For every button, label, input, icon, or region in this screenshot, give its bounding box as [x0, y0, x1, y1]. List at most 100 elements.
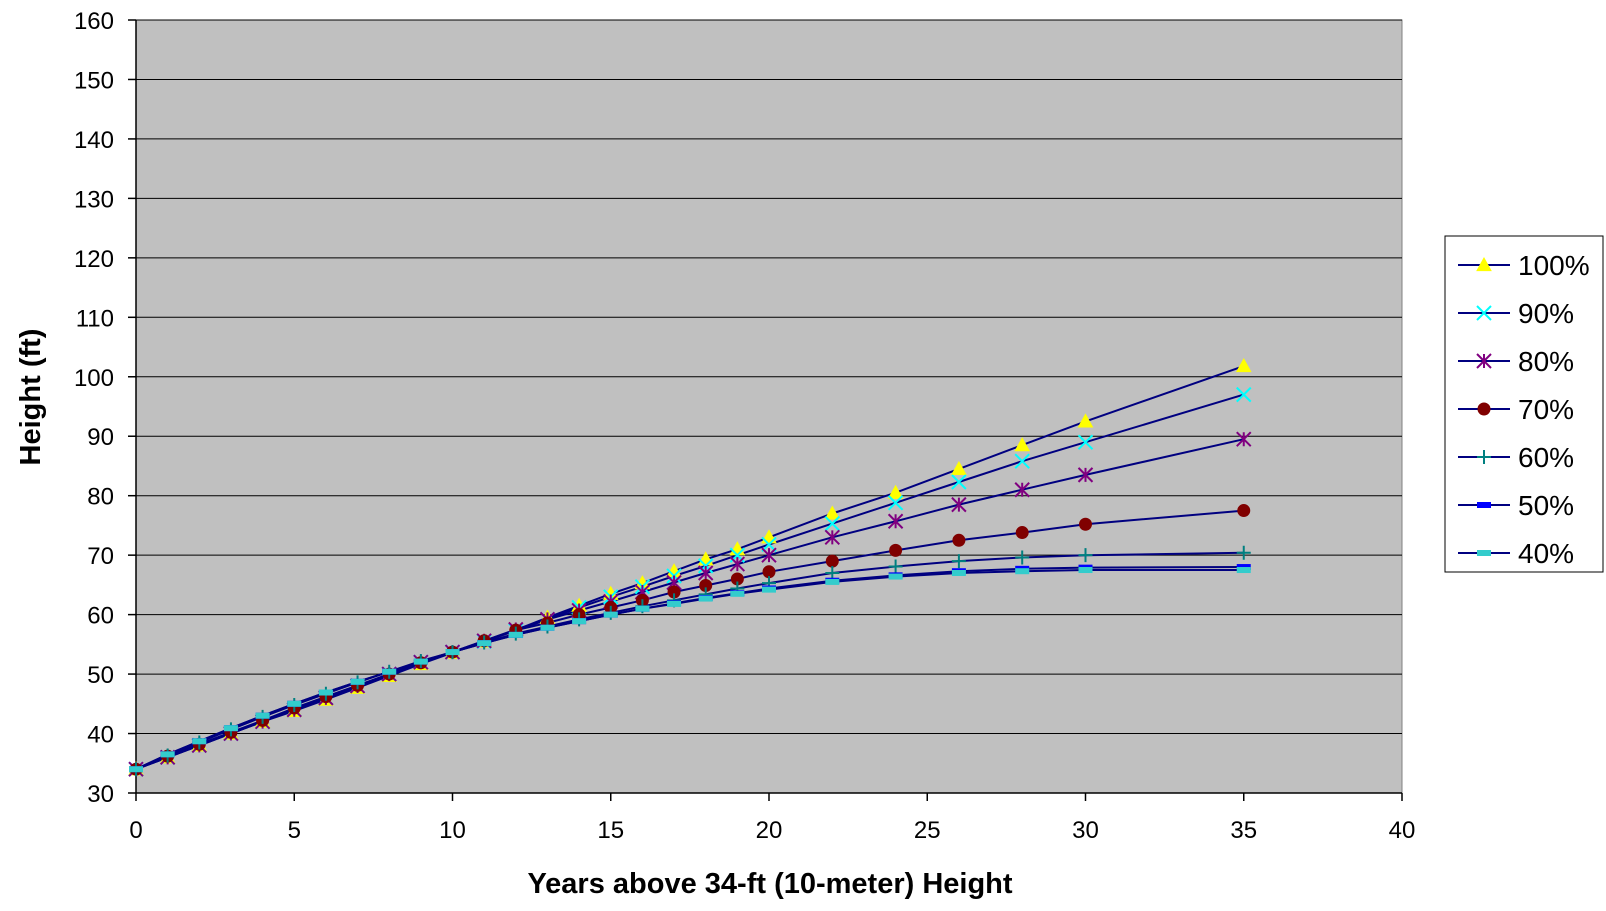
data-point [825, 554, 839, 568]
legend-label: 70% [1518, 394, 1574, 425]
data-point [1077, 413, 1094, 428]
x-axis-title: Years above 34-ft (10-meter) Height [527, 868, 1012, 900]
legend-item: 50% [1458, 490, 1574, 521]
data-point [761, 547, 777, 563]
data-point [697, 558, 714, 574]
data-point [1079, 517, 1092, 531]
data-point [825, 565, 840, 580]
data-point [824, 529, 841, 546]
data-point [318, 689, 333, 696]
x-tick-label: 20 [756, 817, 783, 844]
series-markers-70pct [129, 504, 1251, 776]
data-point [887, 513, 904, 529]
data-point [1014, 437, 1031, 452]
x-tick-label: 30 [1072, 817, 1099, 844]
y-tick-label: 160 [74, 8, 114, 35]
x-tick-label: 5 [288, 817, 301, 844]
legend-marker [1476, 353, 1492, 369]
data-point [667, 600, 682, 607]
data-point [129, 766, 143, 773]
y-axis-title: Height (ft) [15, 329, 47, 466]
data-point [572, 618, 587, 625]
data-point [1078, 548, 1093, 563]
data-point [730, 590, 745, 597]
data-point [1236, 431, 1252, 447]
data-point [824, 505, 841, 520]
data-point [729, 556, 746, 572]
data-point [1014, 453, 1030, 469]
x-tick-label: 25 [914, 817, 941, 844]
y-tick-label: 130 [74, 186, 114, 213]
data-point [1235, 358, 1252, 373]
gridlines [136, 19, 1402, 735]
y-tick-label: 100 [74, 365, 114, 392]
data-point [697, 565, 714, 581]
data-point [1014, 482, 1030, 498]
x-tick-label: 15 [597, 817, 624, 844]
data-point [1015, 568, 1030, 575]
data-point [951, 569, 966, 576]
legend-item: 80% [1458, 346, 1574, 377]
legend-item: 60% [1458, 442, 1574, 473]
legend-item: 40% [1458, 538, 1574, 569]
data-point [287, 700, 302, 707]
data-point [698, 595, 713, 602]
legend-label: 60% [1518, 442, 1574, 473]
y-tick-label: 40 [87, 722, 114, 749]
legend-marker [1476, 256, 1492, 272]
y-tick-labels: 30 40 50 60 70 80 90 100 110 120 130 140 150 160 [74, 8, 114, 808]
legend-label: 50% [1518, 490, 1574, 521]
data-point [1015, 526, 1029, 540]
legend-box [1444, 235, 1604, 573]
y-tick-label: 60 [87, 603, 114, 630]
data-point [255, 712, 270, 719]
data-point [350, 678, 365, 685]
data-point [888, 559, 903, 574]
x-tick-labels: 0 5 10 15 20 25 30 35 40 [129, 817, 1415, 844]
data-point [1236, 545, 1251, 560]
data-point [951, 474, 967, 490]
legend-marker [1477, 550, 1491, 556]
data-point [445, 649, 460, 656]
data-point [824, 515, 841, 532]
data-point [160, 751, 175, 758]
data-point [762, 565, 776, 579]
data-point [540, 624, 555, 631]
y-tick-label: 50 [87, 662, 114, 689]
axes [128, 19, 1403, 801]
legend: 100% 90% 80% 70% 60% 50% 40% [1444, 235, 1604, 573]
data-point [382, 668, 397, 675]
y-tick-label: 120 [74, 246, 114, 273]
x-tick-label: 40 [1389, 817, 1416, 844]
data-point [887, 495, 904, 511]
data-point [477, 640, 492, 647]
data-point [508, 631, 523, 638]
legend-item: 100% [1458, 250, 1590, 281]
data-point [888, 573, 903, 580]
y-tick-label: 110 [76, 305, 114, 332]
y-tick-label: 30 [87, 781, 114, 808]
x-tick-label: 10 [439, 817, 466, 844]
data-point [951, 460, 967, 476]
data-point [1236, 386, 1252, 403]
y-tick-label: 140 [74, 127, 114, 154]
legend-label: 40% [1518, 538, 1574, 569]
legend-marker [1477, 402, 1491, 416]
data-point [223, 725, 238, 732]
legend-item: 90% [1458, 298, 1574, 329]
y-tick-label: 90 [87, 424, 114, 451]
legend-label: 100% [1518, 250, 1590, 281]
data-point [1015, 550, 1030, 565]
data-point [413, 658, 428, 665]
data-point [889, 543, 903, 557]
series-markers [128, 358, 1252, 777]
legend-item: 70% [1458, 394, 1574, 425]
legend-label: 80% [1518, 346, 1574, 377]
legend-marker [1476, 305, 1492, 321]
legend-marker [1477, 450, 1491, 464]
x-tick-label: 35 [1230, 817, 1257, 844]
data-point [603, 611, 618, 618]
y-tick-label: 150 [74, 67, 114, 94]
legend-marker [1477, 502, 1491, 508]
